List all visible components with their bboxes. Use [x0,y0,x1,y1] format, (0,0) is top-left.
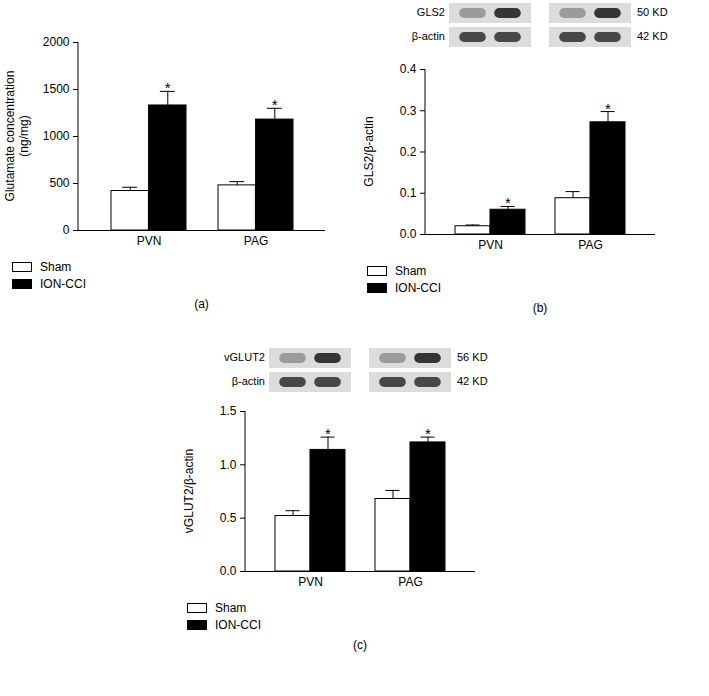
svg-text:PVN: PVN [478,238,503,252]
svg-text:*: * [605,100,611,117]
svg-text:56 KD: 56 KD [457,351,488,363]
svg-text:β-actin: β-actin [412,30,445,42]
html-text:ION-CCI: ION-CCI [40,277,86,291]
svg-text:0.0: 0.0 [400,227,417,241]
svg-text:50 KD: 50 KD [637,6,668,18]
svg-text:GLS2: GLS2 [417,6,445,18]
svg-text:GLS2/β-actin: GLS2/β-actin [362,116,376,186]
svg-text:PVN: PVN [137,234,162,248]
svg-text:1.5: 1.5 [220,404,237,418]
html-text:Sham: Sham [215,601,247,615]
svg-text:*: * [505,194,511,211]
svg-text:0.5: 0.5 [220,511,237,525]
svg-text:*: * [272,96,278,113]
svg-text:0.4: 0.4 [400,62,417,76]
svg-text:*: * [325,425,331,442]
svg-text:PAG: PAG [244,234,268,248]
html-text:(c): (c) [353,638,367,652]
html-text:(a): (a) [194,297,209,311]
html-text:ION-CCI: ION-CCI [215,618,261,632]
svg-text:0.3: 0.3 [400,104,417,118]
svg-text:1000: 1000 [43,129,70,143]
svg-text:0.2: 0.2 [400,145,417,159]
svg-text:0.0: 0.0 [220,564,237,578]
svg-text:*: * [165,79,171,96]
svg-text:0.1: 0.1 [400,186,417,200]
svg-text:0: 0 [63,223,70,237]
svg-text:42 KD: 42 KD [637,30,668,42]
svg-text:500: 500 [49,176,69,190]
svg-text:PAG: PAG [398,575,422,589]
svg-text:Glutamate concentration(ng/mg): Glutamate concentration(ng/mg) [3,71,31,202]
html-text:Sham: Sham [395,264,427,278]
svg-text:1.0: 1.0 [220,458,237,472]
html-text:ION-CCI: ION-CCI [395,281,441,295]
svg-text:*: * [425,425,431,442]
svg-text:vGLUT2/β-actin: vGLUT2/β-actin [182,449,196,533]
html-text:(b): (b) [532,301,548,315]
svg-text:2000: 2000 [43,35,70,49]
html-text:Sham: Sham [40,260,72,274]
svg-text:vGLUT2: vGLUT2 [224,351,265,363]
svg-text:PVN: PVN [298,575,323,589]
svg-text:42 KD: 42 KD [457,375,488,387]
svg-text:1500: 1500 [43,82,70,96]
svg-text:β-actin: β-actin [232,375,265,387]
svg-text:PAG: PAG [578,238,602,252]
